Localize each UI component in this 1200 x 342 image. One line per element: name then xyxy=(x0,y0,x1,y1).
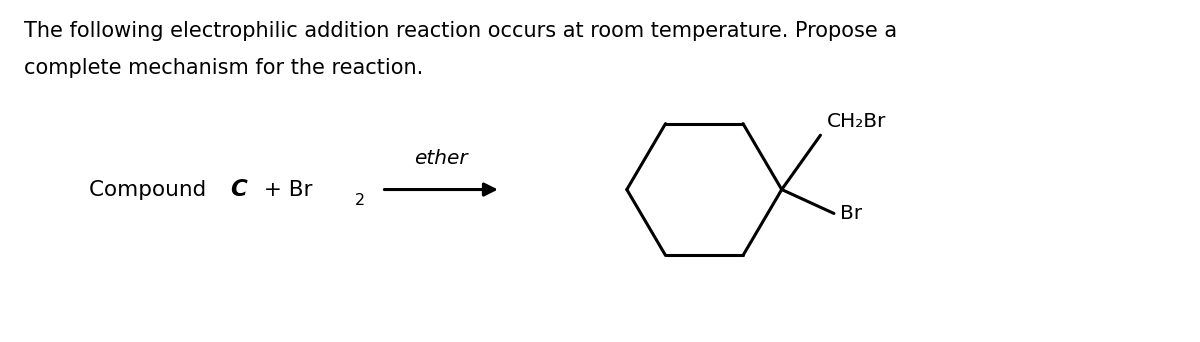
Text: $\mathbfit{C}$: $\mathbfit{C}$ xyxy=(229,178,248,201)
Text: CH₂Br: CH₂Br xyxy=(827,112,886,131)
Text: The following electrophilic addition reaction occurs at room temperature. Propos: The following electrophilic addition rea… xyxy=(24,21,898,41)
Text: ether: ether xyxy=(414,149,468,168)
Text: complete mechanism for the reaction.: complete mechanism for the reaction. xyxy=(24,58,424,78)
Text: Br: Br xyxy=(840,204,862,223)
Text: Compound: Compound xyxy=(89,180,212,199)
Text: 2: 2 xyxy=(355,193,365,208)
Text: + Br: + Br xyxy=(257,180,313,199)
